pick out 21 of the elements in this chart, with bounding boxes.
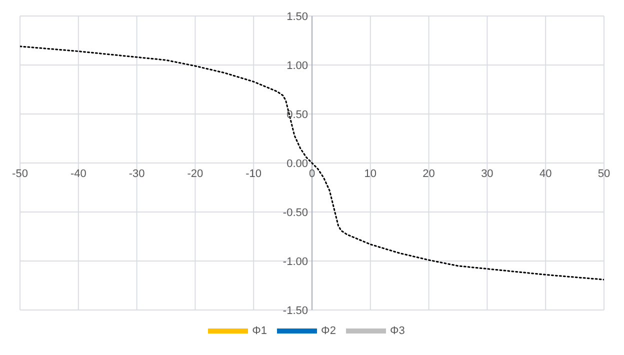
x-tick-label: -50 xyxy=(12,168,28,180)
legend-label: Φ1 xyxy=(252,324,268,337)
y-tick-label: -0.50 xyxy=(282,207,308,219)
x-tick-label: 40 xyxy=(539,168,552,180)
x-tick-label: -20 xyxy=(187,168,204,180)
legend-label: Φ3 xyxy=(390,324,405,337)
y-tick-label: 1.50 xyxy=(286,11,308,23)
x-tick-label: 0 xyxy=(308,168,316,180)
y-tick-label: -1.00 xyxy=(282,256,308,268)
x-tick-label: -30 xyxy=(128,168,145,180)
y-tick-label: 0.00 xyxy=(286,158,308,170)
x-tick-label: -40 xyxy=(70,168,86,180)
x-tick-label: 20 xyxy=(422,168,435,180)
x-tick-label: 10 xyxy=(364,168,377,180)
y-tick-label: 0.50 xyxy=(286,109,308,121)
x-tick-label: -10 xyxy=(246,168,262,180)
x-tick-label: 50 xyxy=(598,168,610,180)
y-tick-label: 1.00 xyxy=(286,60,308,72)
legend-label: Φ2 xyxy=(321,324,336,337)
x-tick-label: 30 xyxy=(481,168,494,180)
y-tick-label: -1.50 xyxy=(282,305,308,317)
